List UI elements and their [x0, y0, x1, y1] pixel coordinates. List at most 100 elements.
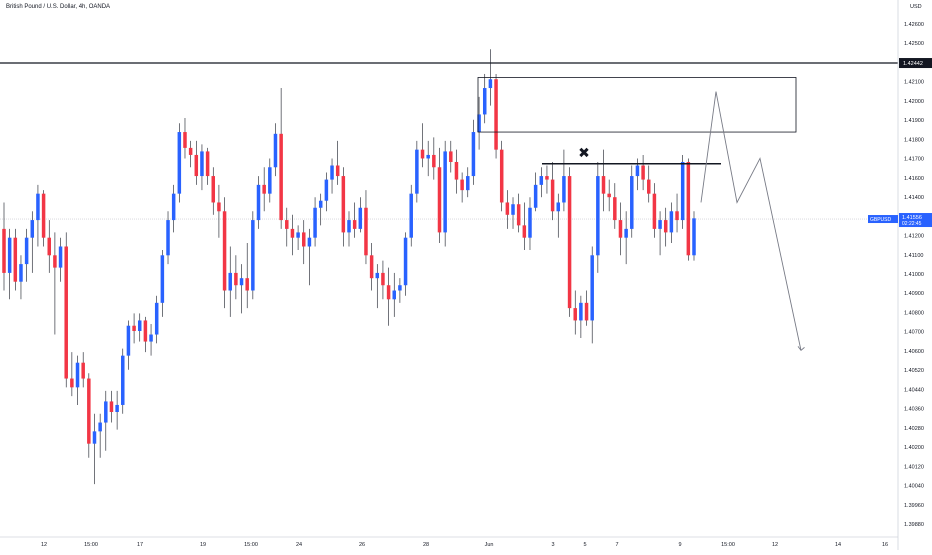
candle [64, 232, 68, 388]
candle-body [149, 334, 153, 342]
price-tick-label: 1.41800 [904, 137, 924, 143]
candle-body [516, 204, 521, 226]
candle [234, 255, 238, 300]
candle [420, 123, 425, 168]
symbol-tag [868, 215, 898, 224]
annotations-layer: ✖ [0, 62, 898, 352]
candle-body [256, 184, 261, 221]
candle [545, 165, 549, 194]
candle [511, 197, 515, 229]
candle-body [443, 151, 447, 233]
candle [24, 228, 29, 282]
projected-path-arrowhead [797, 346, 805, 352]
price-tick-label: 1.40120 [904, 464, 924, 470]
candle-body [686, 161, 691, 256]
candle [686, 158, 691, 261]
candle [658, 211, 662, 256]
candle-body [171, 193, 176, 221]
candle-body [533, 184, 538, 208]
candle [324, 172, 329, 212]
candle [675, 193, 679, 233]
candle-body [364, 207, 368, 256]
candle-body [494, 79, 498, 150]
candle-body [64, 246, 68, 379]
candle-body [200, 151, 204, 177]
candles-layer [2, 49, 696, 485]
candle [358, 197, 363, 233]
candle [70, 352, 74, 397]
chart-title: British Pound / U.S. Dollar, 4h, OANDA [6, 4, 111, 10]
candle-body [466, 176, 470, 191]
candle [579, 295, 583, 339]
candle [494, 73, 498, 159]
candle [533, 172, 538, 212]
price-tick-label: 1.40900 [904, 291, 924, 297]
candle-body [58, 246, 63, 268]
candle-body [81, 362, 85, 379]
candle [53, 232, 57, 335]
candle-body [177, 132, 182, 194]
resistance-price-tag [899, 58, 932, 69]
candle-body [13, 237, 18, 282]
price-tick-label: 1.42100 [904, 80, 924, 86]
candle [466, 167, 470, 198]
candle-body [692, 218, 696, 256]
candle [137, 313, 142, 342]
candle [188, 140, 193, 168]
candle-body [601, 176, 606, 194]
time-tick-label: 16 [882, 542, 888, 548]
candle-body [358, 207, 363, 229]
candle-body [290, 228, 295, 238]
candle [318, 193, 323, 226]
time-tick-label: 3 [551, 542, 554, 548]
candle-body [386, 285, 391, 300]
candle [341, 167, 346, 247]
symbol-label: GBPUSD [870, 217, 892, 223]
candle-body [392, 290, 396, 300]
price-axis[interactable]: 1.426001.425001.423001.421001.420001.419… [868, 0, 932, 550]
candle-body [369, 255, 374, 279]
candle [330, 158, 334, 194]
candle [205, 147, 210, 185]
candle [104, 390, 108, 451]
candle-body [30, 220, 35, 238]
candle-body [658, 220, 662, 229]
candle [262, 167, 266, 212]
candle-body [675, 211, 679, 221]
price-tick-label: 1.41000 [904, 272, 924, 278]
time-axis[interactable]: 12 15:00 17 19 15:00 24 26 28 Jun 3 5 7 9 15:00 12 14 16 [0, 536, 898, 548]
candle-body [19, 264, 23, 282]
candle-body [624, 228, 628, 238]
candle [98, 413, 102, 458]
candle [692, 211, 696, 261]
candle-body [245, 278, 249, 291]
candle-body [92, 431, 97, 444]
candle-body [115, 404, 119, 412]
candle [409, 184, 413, 247]
candle-body [449, 151, 453, 162]
candle [432, 137, 436, 180]
candle-body [330, 165, 334, 180]
time-tick-label: 15:00 [244, 542, 258, 548]
candle-body [454, 161, 459, 180]
candle-body [437, 167, 442, 233]
candle-body [398, 285, 402, 291]
candle-body [545, 176, 549, 180]
candle [160, 250, 165, 317]
projected-path [700, 91, 802, 351]
time-tick-label: Jun [485, 542, 494, 548]
candle [47, 220, 51, 273]
candle-body [239, 278, 244, 286]
price-tick-label: 1.40700 [904, 330, 924, 336]
candle [177, 123, 182, 203]
candle [87, 373, 91, 458]
price-tick-label: 1.40360 [904, 407, 924, 413]
time-tick-label: 24 [296, 542, 302, 548]
candle [652, 183, 657, 238]
candle-body [505, 202, 510, 215]
candle-body [296, 232, 300, 238]
candle [454, 149, 459, 194]
candle-body [477, 114, 481, 133]
